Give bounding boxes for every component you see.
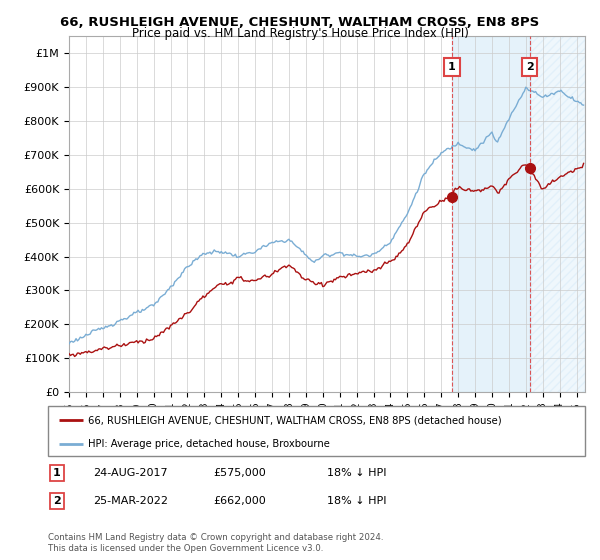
Text: £575,000: £575,000 bbox=[213, 468, 266, 478]
Text: 66, RUSHLEIGH AVENUE, CHESHUNT, WALTHAM CROSS, EN8 8PS: 66, RUSHLEIGH AVENUE, CHESHUNT, WALTHAM … bbox=[61, 16, 539, 29]
Text: 2: 2 bbox=[526, 62, 533, 72]
Text: £662,000: £662,000 bbox=[213, 496, 266, 506]
Bar bbox=[452, 36, 530, 392]
Text: 18% ↓ HPI: 18% ↓ HPI bbox=[327, 468, 386, 478]
Text: This data is licensed under the Open Government Licence v3.0.: This data is licensed under the Open Gov… bbox=[48, 544, 323, 553]
Text: HPI: Average price, detached house, Broxbourne: HPI: Average price, detached house, Brox… bbox=[88, 439, 330, 449]
Text: 1: 1 bbox=[53, 468, 61, 478]
Text: 66, RUSHLEIGH AVENUE, CHESHUNT, WALTHAM CROSS, EN8 8PS (detached house): 66, RUSHLEIGH AVENUE, CHESHUNT, WALTHAM … bbox=[88, 415, 502, 425]
Text: Contains HM Land Registry data © Crown copyright and database right 2024.: Contains HM Land Registry data © Crown c… bbox=[48, 533, 383, 542]
Text: 25-MAR-2022: 25-MAR-2022 bbox=[93, 496, 168, 506]
Text: 24-AUG-2017: 24-AUG-2017 bbox=[93, 468, 167, 478]
Text: Price paid vs. HM Land Registry's House Price Index (HPI): Price paid vs. HM Land Registry's House … bbox=[131, 27, 469, 40]
Bar bbox=[530, 36, 585, 392]
Text: 2: 2 bbox=[53, 496, 61, 506]
Text: 18% ↓ HPI: 18% ↓ HPI bbox=[327, 496, 386, 506]
Text: 1: 1 bbox=[448, 62, 456, 72]
